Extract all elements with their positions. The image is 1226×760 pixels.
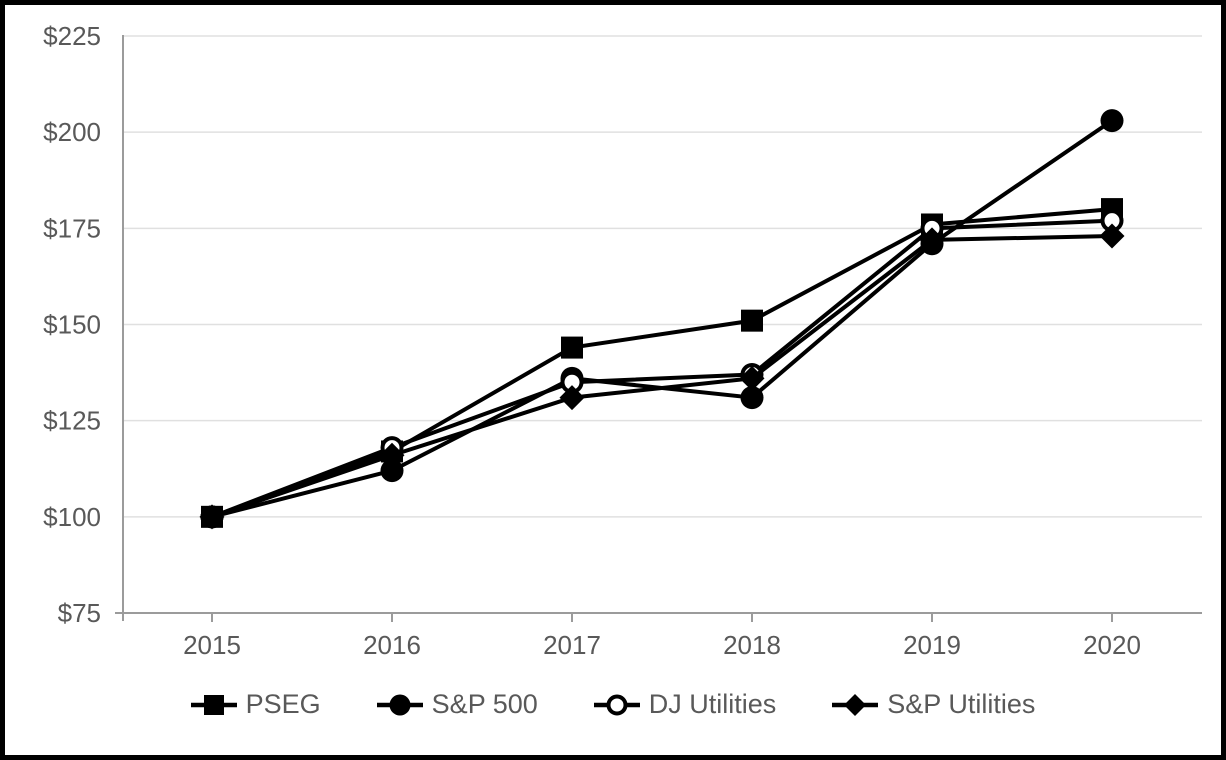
open-circle-legend-icon: [593, 694, 640, 715]
filled-square-legend-icon: [190, 694, 237, 715]
line-chart-plot-area: 2015 2016 2017 2018 2019 2020 $75 $100 $125 $150 $…: [43, 21, 1202, 660]
series-marker-circle: [740, 386, 764, 410]
y-axis-label: $175: [43, 213, 101, 243]
legend-label: S&P 500: [431, 689, 538, 719]
legend-label: DJ Utilities: [648, 689, 777, 719]
legend-item-pseg: PSEG: [190, 689, 321, 720]
y-axis-label: $150: [43, 310, 101, 340]
series-marker-diamond: [199, 504, 225, 530]
x-axis-label: 2016: [363, 630, 421, 660]
series-marker-square: [561, 336, 583, 359]
series-marker-circle: [380, 459, 404, 483]
x-axis-label: 2020: [1083, 630, 1141, 660]
legend-label: PSEG: [245, 689, 321, 719]
filled-diamond-legend-icon: [832, 693, 879, 716]
legend-item-s-p-utilities: S&P Utilities: [832, 689, 1035, 720]
series-marker-square: [741, 309, 763, 332]
y-axis-label: $75: [58, 598, 101, 628]
series-line: [211, 234, 1113, 519]
series-marker-diamond: [379, 442, 405, 468]
y-axis-label: $225: [43, 21, 101, 51]
legend-item-s-p-500: S&P 500: [376, 689, 538, 720]
y-axis-label: $100: [43, 502, 101, 532]
y-axis-label: $125: [43, 406, 101, 436]
series-line: [211, 218, 1113, 519]
y-axis-label: $200: [43, 117, 101, 147]
x-axis-label: 2017: [543, 630, 601, 660]
series-marker-diamond: [1099, 223, 1125, 249]
chart-legend: PSEG S&P 500 DJ Utilities S&P Utilities: [5, 689, 1221, 720]
legend-label: S&P Utilities: [887, 689, 1036, 719]
filled-circle-legend-icon: [376, 694, 423, 715]
series-marker-circle: [1100, 109, 1124, 133]
series-marker-diamond: [919, 227, 945, 253]
series-marker-diamond: [559, 385, 585, 411]
series-marker-diamond: [739, 365, 765, 391]
x-axis-label: 2019: [903, 630, 961, 660]
x-axis-label: 2018: [723, 630, 781, 660]
legend-item-dj-utilities: DJ Utilities: [593, 689, 777, 720]
series-line: [211, 118, 1114, 519]
x-axis-label: 2015: [183, 630, 241, 660]
